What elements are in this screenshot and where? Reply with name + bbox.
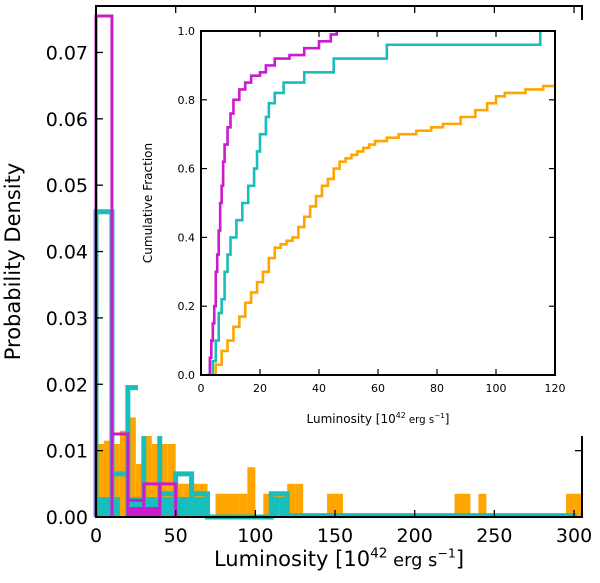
main-chart [93, 14, 582, 520]
histogram-bar [231, 493, 240, 517]
histogram-bar [478, 493, 487, 517]
histogram-bar [279, 497, 288, 517]
histogram-bar [135, 463, 144, 517]
main-axes: 0 50 100 150 200 250 3000.000.010.020.030.040.… [1, 5, 592, 571]
cdf-line-magenta-sample [206, 31, 338, 375]
inset-y-tick-label: 0.0 [178, 369, 196, 382]
inset-background [138, 20, 596, 436]
histogram-bar [215, 493, 224, 517]
inset-x-tick-label: 120 [545, 382, 566, 395]
y-tick-label: 0.03 [46, 308, 88, 330]
inset-y-tick-label: 1.0 [178, 25, 196, 38]
x-axis-label: Luminosity [1042 erg s−1] [214, 546, 464, 571]
y-axis-label: Probability Density [1, 163, 25, 361]
cdf-line-cyan-sample [209, 31, 542, 375]
histogram-bar [574, 493, 582, 517]
y-tick-label: 0.07 [46, 42, 88, 64]
x-tick-label: 150 [317, 525, 353, 547]
inset-x-tick-label: 0 [198, 382, 205, 395]
y-tick-label: 0.02 [46, 374, 88, 396]
histogram-bar [295, 483, 304, 517]
inset-y-tick-label: 0.8 [178, 94, 196, 107]
y-tick-label: 0.05 [46, 175, 88, 197]
inset-x-tick-label: 80 [430, 382, 444, 395]
inset-x-tick-label: 20 [253, 382, 267, 395]
x-tick-label: 0 [90, 525, 102, 547]
histogram-bar [143, 417, 152, 517]
inset-y-axis-label: Cumulative Fraction [141, 143, 155, 263]
series-magenta-sample [94, 14, 178, 517]
x-tick-label: 250 [476, 525, 512, 547]
histogram-bar [127, 417, 136, 517]
y-tick-label: 0.04 [46, 242, 88, 264]
histogram-bar [335, 493, 343, 517]
histogram-bar [159, 444, 168, 517]
inset-y-tick-label: 0.4 [178, 231, 196, 244]
histogram-bar [566, 493, 575, 517]
y-tick-label: 0.06 [46, 109, 88, 131]
x-tick-label: 50 [164, 525, 188, 547]
histogram-bar [111, 444, 120, 517]
y-tick-label: 0.00 [46, 507, 88, 529]
histogram-bar [151, 444, 160, 517]
inset-x-axis-label: Luminosity [1042 erg s−1] [307, 411, 450, 426]
histogram-bar [103, 440, 112, 517]
histogram-bar [239, 493, 248, 517]
histogram-bar [167, 444, 176, 517]
inset-plot-area [206, 31, 555, 375]
inset-x-tick-label: 40 [312, 382, 326, 395]
inset-y-tick-label: 0.2 [178, 300, 196, 313]
histogram-bar [462, 493, 471, 517]
histogram-bar [327, 493, 336, 517]
x-tick-label: 300 [556, 525, 592, 547]
x-tick-label: 100 [237, 525, 273, 547]
histogram-bar [96, 497, 120, 517]
x-tick-label: 200 [397, 525, 433, 547]
cdf-line-orange-sample [209, 84, 555, 375]
histogram-bar [247, 467, 256, 517]
inset-x-tick-label: 60 [371, 382, 385, 395]
histogram-bar [96, 444, 104, 517]
series-magenta-sample-fill [127, 507, 160, 517]
histogram-step-line [94, 14, 178, 517]
histogram-bar [287, 483, 296, 517]
inset-x-tick-label: 100 [486, 382, 507, 395]
histogram-bar [271, 497, 280, 517]
histogram-bar [223, 493, 232, 517]
inset-chart [138, 20, 596, 436]
histogram-bar [127, 507, 160, 517]
histogram-bar [454, 493, 463, 517]
inset-axes: 0 20 40 60 80 100 120 0.0 0.2 0.4 0.6 0.8 1.0 Luminos… [141, 25, 566, 426]
inset-y-tick-label: 0.6 [178, 163, 196, 176]
y-tick-label: 0.01 [46, 441, 88, 463]
histogram-bar [263, 493, 272, 517]
